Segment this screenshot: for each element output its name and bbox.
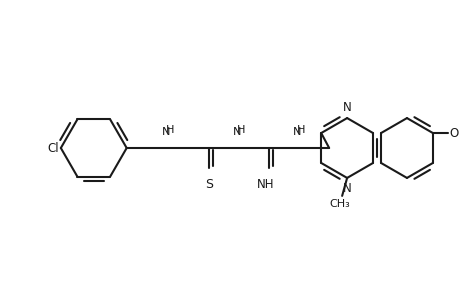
Text: N: N [162, 127, 170, 137]
Text: N: N [233, 127, 241, 137]
Text: H: H [237, 125, 245, 135]
Text: NH: NH [256, 178, 274, 191]
Text: N: N [292, 127, 301, 137]
Text: O: O [449, 127, 458, 140]
Text: H: H [165, 125, 174, 135]
Text: CH₃: CH₃ [329, 199, 350, 209]
Text: Cl: Cl [47, 142, 59, 154]
Text: S: S [205, 178, 213, 191]
Text: N: N [342, 101, 351, 114]
Text: H: H [297, 125, 305, 135]
Text: N: N [342, 182, 351, 195]
